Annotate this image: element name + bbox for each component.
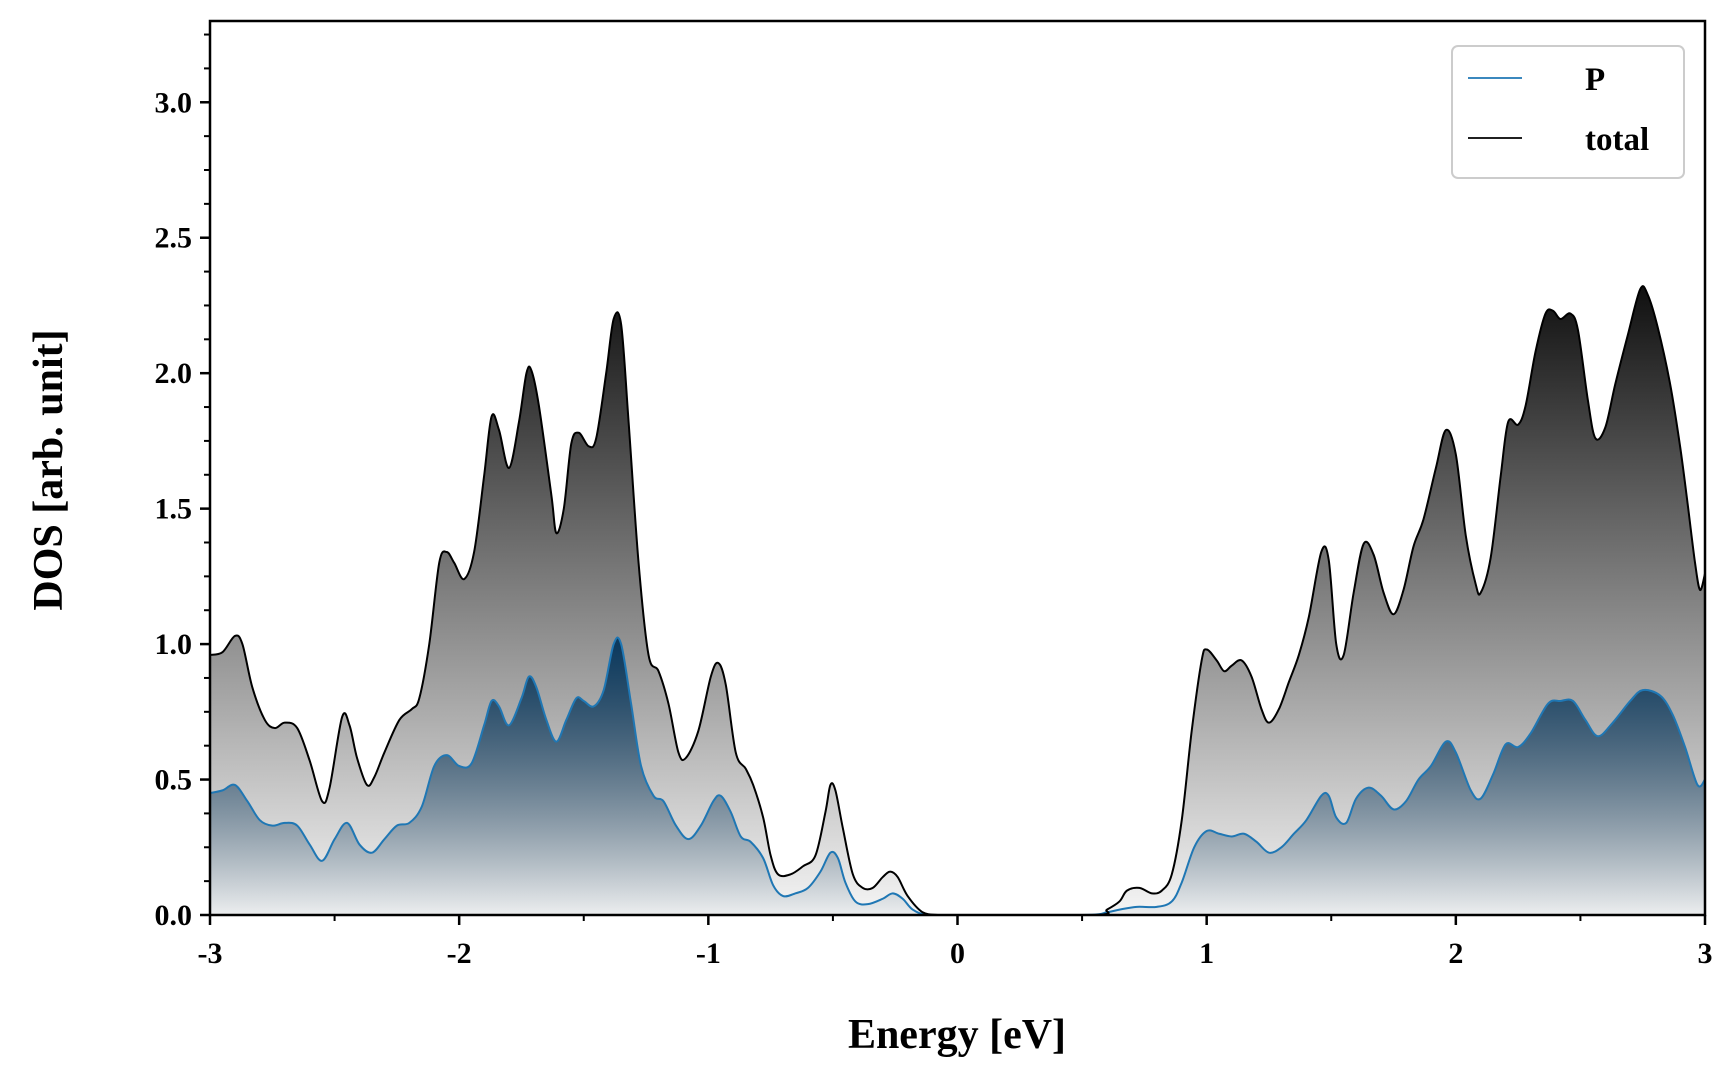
x-axis-title: Energy [eV] (848, 1012, 1066, 1058)
y-tick-label: 1.0 (155, 628, 193, 661)
y-tick-label: 0.5 (155, 764, 193, 797)
legend-box (1451, 45, 1685, 179)
series-line-layer (209, 285, 1706, 917)
axis-tick-labels: -3 -2 -1 0 1 2 3 0.0 0.5 1.0 1.5 2.0 2.5 3.0 (155, 86, 1713, 970)
series-line-total (209, 285, 1706, 917)
area-fill-layer (210, 286, 1705, 915)
x-tick-label: 0 (950, 937, 965, 970)
y-tick-label: 1.5 (155, 493, 193, 526)
series-line-p (209, 636, 1706, 917)
legend-label-total: total (1585, 122, 1649, 158)
legend-label-p: P (1585, 62, 1605, 98)
area-fill-p (210, 637, 1705, 915)
axis-ticks (200, 33, 1707, 925)
x-tick-label: -2 (447, 937, 472, 970)
x-tick-label: 3 (1698, 937, 1713, 970)
x-tick-label: 1 (1199, 937, 1214, 970)
legend: P total (1451, 45, 1685, 179)
y-tick-label: 2.5 (155, 222, 193, 255)
x-tick-label: 2 (1448, 937, 1463, 970)
x-tick-label: -1 (696, 937, 721, 970)
y-axis-title: DOS [arb. unit] (26, 329, 72, 610)
x-tick-label: -3 (198, 937, 223, 970)
y-tick-label: 0.0 (155, 899, 193, 932)
y-tick-label: 3.0 (155, 86, 193, 119)
y-tick-label: 2.0 (155, 357, 193, 390)
